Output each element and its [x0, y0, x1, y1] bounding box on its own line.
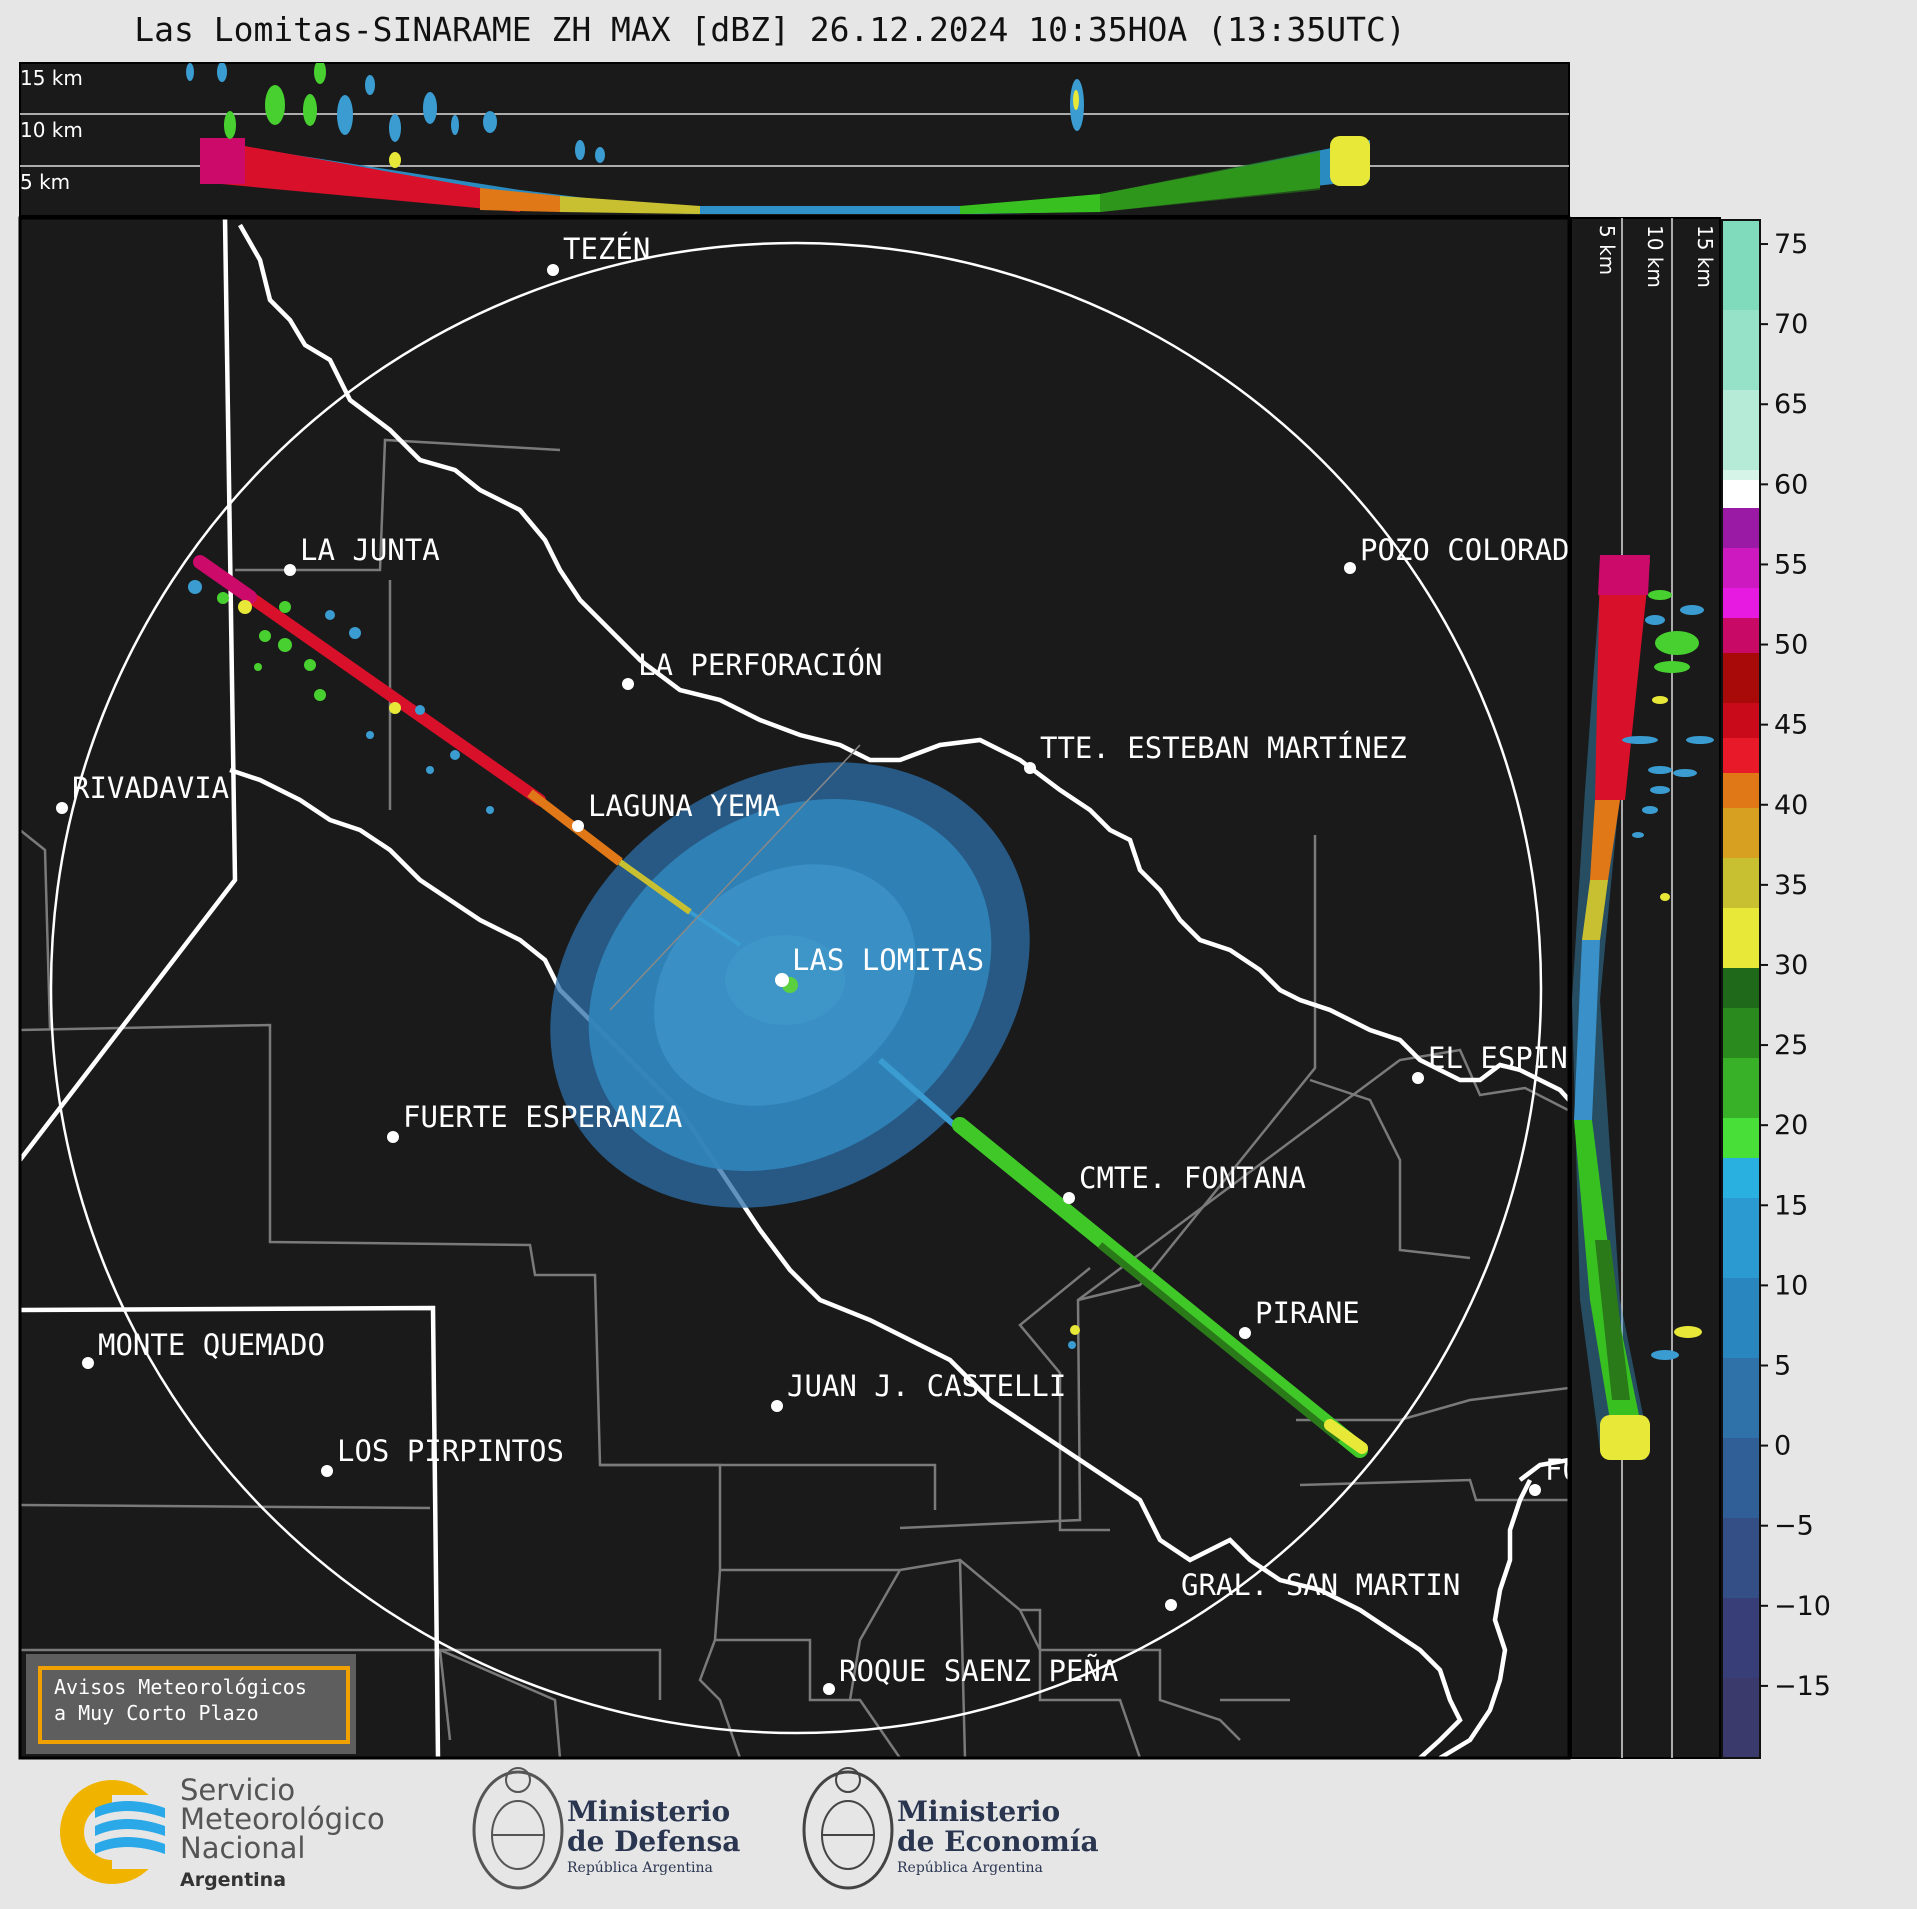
warning-line-1: Avisos Meteorológicos [54, 1675, 307, 1699]
radar-spoke-southeast [878, 1057, 1368, 1458]
place-label: EL ESPINILLO [1428, 1041, 1638, 1075]
colorbar-tick-label: 25 [1774, 1030, 1808, 1061]
range-ring [49, 241, 1543, 1735]
place-dot [321, 1465, 333, 1477]
azimuth-line [609, 744, 861, 1011]
colorbar-tick-label: 50 [1774, 630, 1808, 661]
place-label: JUAN J. CASTELLI [787, 1369, 1066, 1403]
place-label: LOS PIRPINTOS [337, 1434, 564, 1468]
colorbar-tick-label: 0 [1774, 1431, 1791, 1462]
place-markers: TEZÉN LA JUNTA POZO COLORADO LA PERFORAC… [56, 232, 1667, 1695]
economia-line-3: República Argentina [897, 1860, 1043, 1876]
colorbar-tick-label: 75 [1774, 229, 1808, 260]
ministerio-defensa-logo: Ministerio de Defensa República Argentin… [567, 1795, 741, 1877]
department-boundaries [20, 438, 1569, 1758]
place-label: TEZÉN [563, 232, 650, 266]
warning-box[interactable]: Avisos Meteorológicos a Muy Corto Plazo [26, 1654, 356, 1754]
top-vertical-profile: 15 km 10 km 5 km [19, 62, 1570, 217]
defensa-line-2: de Defensa [567, 1825, 741, 1858]
side-height-label-15km: 15 km [1693, 225, 1717, 288]
colorbar-tick-label: 70 [1774, 309, 1808, 340]
economia-line-1: Ministerio [897, 1795, 1061, 1828]
colorbar-tick-label: −5 [1774, 1511, 1814, 1542]
place-dot [1063, 1192, 1075, 1204]
place-label: LA PERFORACIÓN [638, 648, 882, 682]
province-boundaries [20, 218, 1569, 1758]
scattered-echoes [188, 580, 1080, 1349]
place-dot [1412, 1072, 1424, 1084]
place-label: LAGUNA YEMA [588, 789, 780, 823]
place-label: ROQUE SAENZ PEÑA [839, 1654, 1118, 1688]
place-label: POZO COLORADO [1360, 533, 1587, 567]
ministerio-economia-logo: Ministerio de Economía República Argenti… [897, 1795, 1099, 1877]
place-label: LA JUNTA [300, 533, 440, 567]
place-dot [1239, 1327, 1251, 1339]
place-dot [547, 264, 559, 276]
place-dot [622, 678, 634, 690]
place-dot [284, 564, 296, 576]
place-dot [1165, 1599, 1177, 1611]
side-height-label-10km: 10 km [1643, 225, 1667, 288]
colorbar-tick-label: 40 [1774, 790, 1808, 821]
side-vertical-profile: 5 km 10 km 15 km [1570, 217, 1721, 1759]
colorbar-tick-label: 45 [1774, 710, 1808, 741]
chart-title: Las Lomitas-SINARAME ZH MAX [dBZ] 26.12.… [134, 10, 1406, 49]
radar-map: TEZÉN LA JUNTA POZO COLORADO LA PERFORAC… [18, 216, 1667, 1760]
smn-logo-text: Servicio Meteorológico Nacional Argentin… [180, 1776, 385, 1895]
place-dot [771, 1400, 783, 1412]
side-height-label-5km: 5 km [1595, 225, 1619, 275]
place-dot [572, 820, 584, 832]
colorbar-tick-label: −10 [1774, 1591, 1831, 1622]
colorbar-tick-label: 5 [1774, 1350, 1791, 1381]
radar-site-dot [775, 973, 789, 987]
radar-site-label: LAS LOMITAS [792, 943, 984, 977]
smn-line-4: Argentina [180, 1869, 287, 1891]
top-height-label-15km: 15 km [20, 66, 83, 90]
colorbar-tick-label: 65 [1774, 389, 1808, 420]
warning-box-frame: Avisos Meteorológicos a Muy Corto Plazo [38, 1666, 350, 1744]
colorbar-tick-label: 15 [1774, 1190, 1808, 1221]
colorbar-tick-label: 30 [1774, 950, 1808, 981]
place-dot [823, 1683, 835, 1695]
place-label: PIRANE [1255, 1296, 1360, 1330]
colorbar-tick-label: 10 [1774, 1270, 1808, 1301]
place-label: FORMOSA [1545, 1453, 1667, 1487]
place-label: GRAL. SAN MARTIN [1181, 1568, 1460, 1602]
warning-line-2: a Muy Corto Plazo [54, 1701, 259, 1725]
place-dot [1344, 562, 1356, 574]
place-dot [56, 802, 68, 814]
economia-line-2: de Economía [897, 1825, 1099, 1858]
colorbar-tick-label: 60 [1774, 469, 1808, 500]
colorbar-tick-label: 35 [1774, 870, 1808, 901]
place-dot [1024, 762, 1036, 774]
colorbar-tick-label: 55 [1774, 549, 1808, 580]
colorbar-tick-label: 20 [1774, 1110, 1808, 1141]
place-dot [387, 1131, 399, 1143]
defensa-line-1: Ministerio [567, 1795, 731, 1828]
place-label: RIVADAVIA [72, 771, 229, 805]
place-label: TTE. ESTEBAN MARTÍNEZ [1040, 731, 1407, 765]
top-height-label-5km: 5 km [20, 170, 70, 194]
top-height-label-10km: 10 km [20, 118, 83, 142]
place-label: CMTE. FONTANA [1079, 1161, 1306, 1195]
place-label: FUERTE ESPERANZA [403, 1100, 682, 1134]
place-dot [82, 1357, 94, 1369]
smn-line-1: Servicio [180, 1773, 296, 1807]
place-dot [1529, 1484, 1541, 1496]
smn-line-2: Meteorológico [180, 1802, 385, 1836]
radar-echo-cloud [550, 762, 1030, 1208]
defensa-line-3: República Argentina [567, 1860, 713, 1876]
colorbar-tick-label: −15 [1774, 1671, 1831, 1702]
place-label: MONTE QUEMADO [98, 1328, 325, 1362]
smn-line-3: Nacional [180, 1831, 306, 1865]
